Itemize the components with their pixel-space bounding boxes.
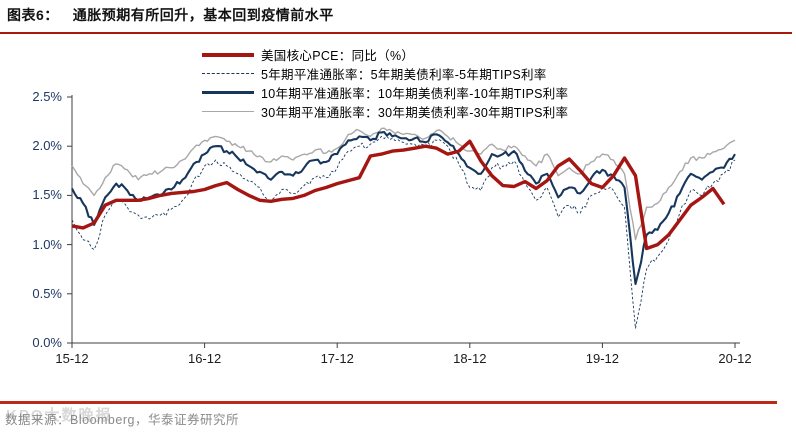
title-rule (0, 32, 792, 34)
legend-label: 30年期平准通胀率：30年期美债利率-30年期TIPS利率 (261, 106, 569, 120)
y-tick-label: 0.5% (32, 285, 62, 301)
y-tick-label: 0.0% (32, 335, 62, 350)
chart-canvas (67, 95, 740, 348)
watermark: KPO大数晚报 (6, 407, 113, 424)
data-source: 数据来源：Bloomberg，华泰证券研究所 (5, 413, 239, 427)
figure-title: 图表6： 通胀预期有所回升，基本回到疫情前水平 (7, 5, 334, 25)
figure-number: 图表6： (7, 7, 59, 23)
legend-swatch-be30y (202, 110, 254, 113)
x-tick-label: 20-12 (718, 351, 752, 366)
legend-item-be5y: 5年期平准通胀率：5年期美债利率-5年期TIPS利率 (202, 64, 568, 83)
x-tick-label: 18-12 (453, 351, 487, 366)
legend-item-be30y: 30年期平准通胀率：30年期美债利率-30年期TIPS利率 (202, 102, 568, 121)
legend-label: 5年期平准通胀率：5年期美债利率-5年期TIPS利率 (261, 68, 547, 82)
x-tick-label: 16-12 (187, 351, 222, 366)
legend-label: 10年期平准通胀率：10年期美债利率-10年期TIPS利率 (261, 87, 569, 101)
legend-swatch-core_pce (202, 52, 254, 57)
series-core_pce (71, 139, 726, 251)
legend-item-core_pce: 美国核心PCE：同比（%） (202, 45, 568, 64)
y-tick-label: 1.0% (32, 236, 62, 252)
legend-swatch-be10y (202, 91, 254, 94)
chart-legend: 美国核心PCE：同比（%） 5年期平准通胀率：5年期美债利率-5年期TIPS利率 1… (202, 45, 568, 121)
series-be5y (71, 135, 736, 329)
series-be30y (71, 127, 736, 241)
figure-title-text: 通胀预期有所回升，基本回到疫情前水平 (72, 7, 334, 23)
series-be10y (71, 131, 736, 286)
y-tick-label: 1.5% (32, 187, 62, 203)
x-tick-label: 17-12 (320, 351, 354, 366)
y-tick-label: 2.0% (32, 138, 62, 154)
legend-label: 美国核心PCE：同比（%） (261, 49, 415, 63)
footer-rule (0, 401, 777, 404)
y-tick-label: 2.5% (32, 89, 62, 104)
legend-swatch-be5y (202, 73, 254, 74)
x-tick-label: 15-12 (55, 351, 89, 366)
legend-item-be10y: 10年期平准通胀率：10年期美债利率-10年期TIPS利率 (202, 83, 568, 102)
x-tick-label: 19-12 (585, 351, 620, 366)
